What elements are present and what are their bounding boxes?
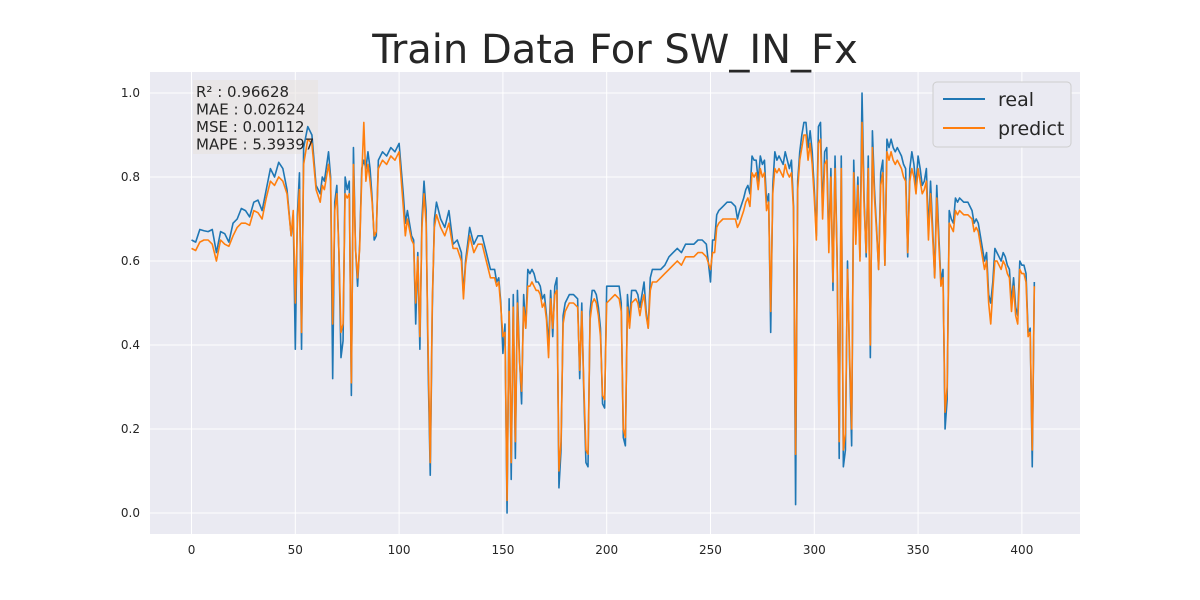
y-tick-label: 0.6 <box>121 254 140 268</box>
x-tick-label: 200 <box>595 543 618 557</box>
x-tick-label: 250 <box>699 543 722 557</box>
y-tick-label: 0.2 <box>121 422 140 436</box>
y-tick-label: 0.4 <box>121 338 140 352</box>
legend: real predict <box>932 81 1072 148</box>
metric-label: R² : 0.96628 <box>196 83 289 101</box>
chart-title: Train Data For SW_IN_Fx <box>371 27 857 73</box>
legend-label-predict: predict <box>998 118 1064 140</box>
y-tick-label: 0.8 <box>121 170 140 184</box>
series-line-predict <box>191 121 1036 502</box>
x-tick-label: 150 <box>491 543 514 557</box>
x-tick-label: 0 <box>188 543 196 557</box>
x-tick-label: 300 <box>803 543 826 557</box>
legend-label-real: real <box>998 89 1034 111</box>
y-tick-label: 1.0 <box>121 86 140 100</box>
metrics-box-bg <box>193 80 318 154</box>
metrics-box <box>193 80 318 154</box>
x-tick-label: 400 <box>1010 543 1033 557</box>
metric-label: MSE : 0.00112 <box>196 118 305 136</box>
x-tick-label: 50 <box>288 543 303 557</box>
series-layer <box>191 92 1036 514</box>
x-tick-label: 350 <box>907 543 930 557</box>
metric-label: MAE : 0.02624 <box>196 101 305 119</box>
y-tick-label: 0.0 <box>121 506 140 520</box>
metric-label: MAPE : 5.39397 <box>196 136 314 154</box>
y-axis-ticks: 0.0 0.2 0.4 0.6 0.8 1.0 <box>121 86 140 520</box>
x-axis-ticks: 0 50 100 150 200 250 300 350 400 <box>188 543 1034 557</box>
x-tick-label: 100 <box>388 543 411 557</box>
